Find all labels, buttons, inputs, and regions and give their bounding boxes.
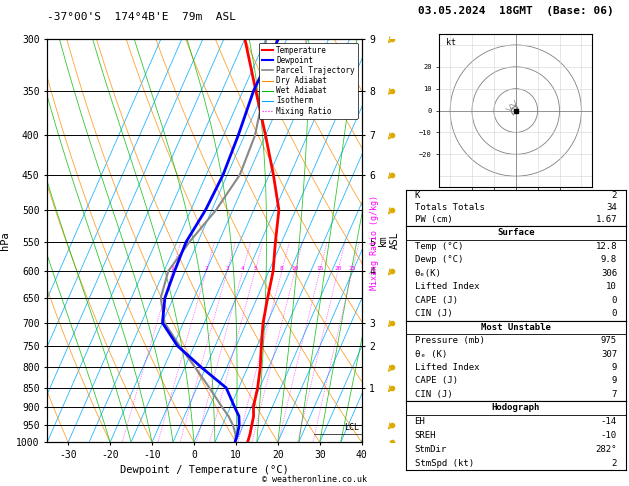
Legend: Temperature, Dewpoint, Parcel Trajectory, Dry Adiabat, Wet Adiabat, Isotherm, Mi: Temperature, Dewpoint, Parcel Trajectory… <box>259 43 358 119</box>
Text: 5: 5 <box>253 266 257 271</box>
Text: SREH: SREH <box>415 431 436 440</box>
Text: CIN (J): CIN (J) <box>415 310 452 318</box>
Text: Most Unstable: Most Unstable <box>481 323 551 332</box>
Text: CAPE (J): CAPE (J) <box>415 296 457 305</box>
Text: Hodograph: Hodograph <box>492 403 540 412</box>
Text: Totals Totals: Totals Totals <box>415 203 484 212</box>
Text: -37°00'S  174°4B'E  79m  ASL: -37°00'S 174°4B'E 79m ASL <box>47 12 236 22</box>
Text: 12.8: 12.8 <box>596 242 617 251</box>
Text: 03.05.2024  18GMT  (Base: 06): 03.05.2024 18GMT (Base: 06) <box>418 5 614 16</box>
Text: 2: 2 <box>204 266 208 271</box>
Text: 9: 9 <box>611 363 617 372</box>
Text: 25: 25 <box>348 266 356 271</box>
Text: kt: kt <box>446 38 456 47</box>
Text: 282°: 282° <box>596 445 617 454</box>
Text: 20: 20 <box>334 266 342 271</box>
Text: 0: 0 <box>611 296 617 305</box>
Text: 15: 15 <box>316 266 323 271</box>
Text: 0: 0 <box>611 310 617 318</box>
Text: Temp (°C): Temp (°C) <box>415 242 463 251</box>
Text: 1: 1 <box>170 266 174 271</box>
Text: 2: 2 <box>611 459 617 468</box>
Text: PW (cm): PW (cm) <box>415 215 452 225</box>
Text: -10: -10 <box>601 431 617 440</box>
Text: Surface: Surface <box>497 228 535 237</box>
Text: StmDir: StmDir <box>415 445 447 454</box>
Text: Dewp (°C): Dewp (°C) <box>415 255 463 264</box>
Text: 10: 10 <box>291 266 299 271</box>
Text: CIN (J): CIN (J) <box>415 390 452 399</box>
X-axis label: Dewpoint / Temperature (°C): Dewpoint / Temperature (°C) <box>120 466 289 475</box>
Text: 8: 8 <box>280 266 284 271</box>
Text: 34: 34 <box>606 203 617 212</box>
Text: 9.8: 9.8 <box>601 255 617 264</box>
Text: Lifted Index: Lifted Index <box>415 282 479 292</box>
Y-axis label: km
ASL: km ASL <box>378 232 399 249</box>
Text: 2: 2 <box>611 191 617 200</box>
Text: Mixing Ratio (g/kg): Mixing Ratio (g/kg) <box>370 195 379 291</box>
Text: 975: 975 <box>601 336 617 346</box>
Text: K: K <box>415 191 420 200</box>
Text: 307: 307 <box>601 349 617 359</box>
Text: -14: -14 <box>601 417 617 426</box>
Text: Lifted Index: Lifted Index <box>415 363 479 372</box>
Text: 7: 7 <box>611 390 617 399</box>
Text: LCL: LCL <box>345 423 360 432</box>
Text: 9: 9 <box>611 376 617 385</box>
Text: 3: 3 <box>225 266 229 271</box>
Text: © weatheronline.co.uk: © weatheronline.co.uk <box>262 474 367 484</box>
Text: Pressure (mb): Pressure (mb) <box>415 336 484 346</box>
Text: 4: 4 <box>241 266 245 271</box>
Text: θₑ (K): θₑ (K) <box>415 349 447 359</box>
Text: 1.67: 1.67 <box>596 215 617 225</box>
Text: CAPE (J): CAPE (J) <box>415 376 457 385</box>
Text: EH: EH <box>415 417 425 426</box>
Text: θₑ(K): θₑ(K) <box>415 269 442 278</box>
Y-axis label: hPa: hPa <box>1 231 11 250</box>
Text: 10: 10 <box>606 282 617 292</box>
Text: StmSpd (kt): StmSpd (kt) <box>415 459 474 468</box>
Text: 306: 306 <box>601 269 617 278</box>
